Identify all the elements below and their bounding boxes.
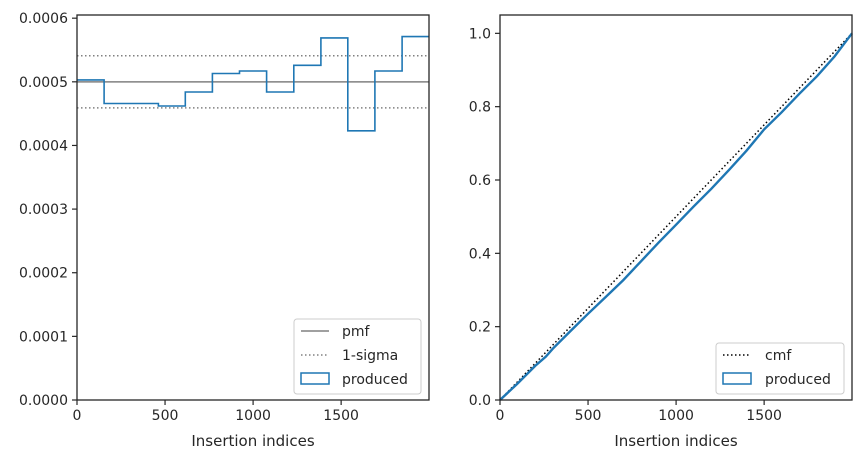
legend-produced-label-right: produced bbox=[765, 372, 831, 388]
legend-produced-swatch bbox=[300, 372, 330, 385]
left-plot-area bbox=[77, 35, 429, 132]
left-y-tick-label: 0.0004 bbox=[19, 138, 68, 154]
right-x-tick-label: 1500 bbox=[746, 408, 782, 424]
right-x-tick-label: 1000 bbox=[658, 408, 694, 424]
right-y-tick-label: 0.4 bbox=[469, 246, 491, 262]
left-x-axis-label: Insertion indices bbox=[191, 432, 314, 450]
legend-produced-label: produced bbox=[342, 372, 408, 388]
left-x-tick-label: 1500 bbox=[323, 408, 359, 424]
right-y-tick-label: 0.8 bbox=[469, 100, 491, 116]
left-legend-box bbox=[293, 318, 422, 395]
legend-produced-swatch-right bbox=[722, 372, 752, 385]
left-y-tick-label: 0.0005 bbox=[19, 75, 68, 91]
right-y-ticks: 0.0 0.2 0.4 0.6 0.8 1.0 bbox=[469, 26, 500, 409]
legend-cmf-label: cmf bbox=[765, 348, 792, 364]
legend-sigma-label: 1-sigma bbox=[342, 348, 398, 364]
produced-histogram-step bbox=[77, 35, 429, 132]
right-y-tick-label: 0.2 bbox=[469, 320, 491, 336]
left-x-tick-label: 500 bbox=[152, 408, 179, 424]
left-x-tick-label: 1000 bbox=[235, 408, 271, 424]
right-x-axis-label: Insertion indices bbox=[614, 432, 737, 450]
right-x-ticks: 0 500 1000 1500 bbox=[496, 400, 782, 424]
right-axes-frame bbox=[499, 14, 853, 401]
left-y-tick-label: 0.0002 bbox=[19, 266, 68, 282]
right-y-tick-label: 1.0 bbox=[469, 26, 491, 42]
right-legend: cmf produced bbox=[715, 342, 845, 395]
right-y-tick-label: 0.0 bbox=[469, 393, 491, 409]
left-x-tick-label: 0 bbox=[73, 408, 82, 424]
cmf-line bbox=[499, 32, 853, 401]
left-y-tick-label: 0.0001 bbox=[19, 329, 68, 345]
left-y-tick-label: 0.0003 bbox=[19, 202, 68, 218]
left-x-ticks: 0 500 1000 1500 bbox=[73, 400, 359, 424]
left-y-tick-label: 0.0006 bbox=[19, 11, 68, 27]
left-y-ticks: 0.0000 0.0001 0.0002 0.0003 0.0004 0.0005 0.00… bbox=[19, 11, 77, 409]
right-x-tick-label: 500 bbox=[575, 408, 602, 424]
right-y-tick-label: 0.6 bbox=[469, 173, 491, 189]
left-chart: 0 500 1000 1500 0.00000.00010.00020.00030.0… bbox=[19, 11, 430, 450]
right-x-tick-label: 0 bbox=[496, 408, 505, 424]
produced-cdf-line bbox=[499, 32, 853, 401]
right-chart: 0 500 1000 1500 0.0 0.2 0.4 0.6 0.8 1.0 Insertio… bbox=[469, 14, 853, 450]
left-legend: pmf 1-sigma produced bbox=[293, 318, 422, 395]
left-y-tick-label: 0.0000 bbox=[19, 393, 68, 409]
legend-pmf-label: pmf bbox=[342, 324, 371, 340]
right-plot-area bbox=[499, 32, 853, 401]
